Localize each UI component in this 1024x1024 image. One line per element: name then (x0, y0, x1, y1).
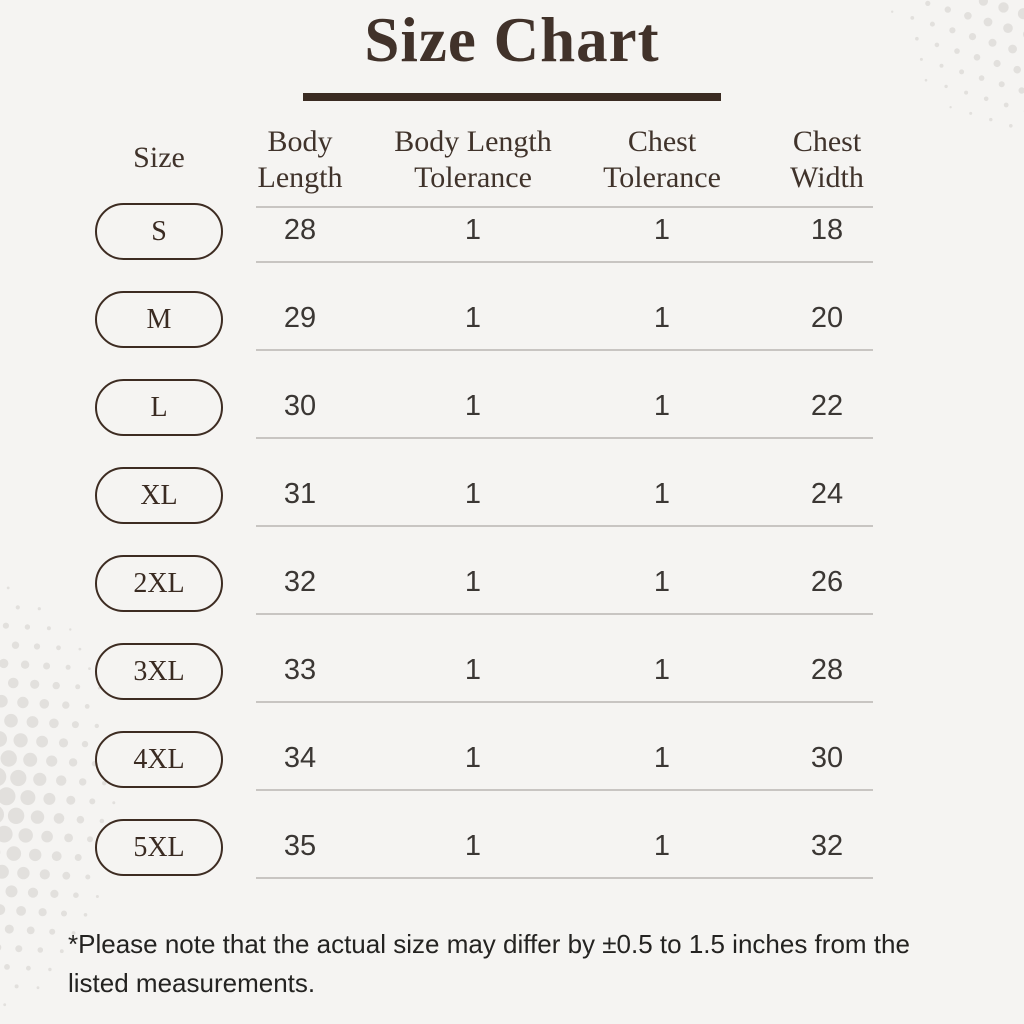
table-header: Size Body Length Body Length Tolerance C… (0, 0, 1024, 208)
table-row: 3XL 33 1 1 28 (0, 615, 1024, 703)
row-rule (256, 525, 873, 527)
table-row: 4XL 34 1 1 30 (0, 703, 1024, 791)
row-rule (256, 789, 873, 791)
row-rule (256, 613, 873, 615)
title-underline (303, 93, 721, 101)
size-pill: S (95, 203, 223, 260)
body-length-value: 31 (283, 478, 317, 510)
row-rule (256, 701, 873, 703)
row-rule (256, 877, 873, 879)
chest-width-value: 32 (810, 830, 844, 862)
chest-tolerance-value: 1 (653, 214, 671, 246)
chest-tolerance-value: 1 (653, 566, 671, 598)
body-length-tolerance-value: 1 (464, 742, 482, 774)
body-length-value: 30 (283, 390, 317, 422)
body-length-tolerance-value: 1 (464, 830, 482, 862)
chest-tolerance-value: 1 (653, 654, 671, 686)
chest-width-value: 28 (810, 654, 844, 686)
table-row: 2XL 32 1 1 26 (0, 527, 1024, 615)
row-rule (256, 349, 873, 351)
size-pill-label: 4XL (133, 743, 185, 775)
table-row: S 28 1 1 18 (0, 203, 1024, 263)
table-body: S 28 1 1 18 M 29 1 1 20 L 30 1 1 22 XL 3… (0, 203, 1024, 879)
size-pill: XL (95, 467, 223, 524)
chest-width-value: 22 (810, 390, 844, 422)
header-rule (256, 206, 873, 208)
size-pill: 4XL (95, 731, 223, 788)
body-length-value: 32 (283, 566, 317, 598)
size-pill-label: S (151, 215, 167, 247)
body-length-tolerance-value: 1 (464, 478, 482, 510)
size-pill-label: L (150, 391, 168, 423)
size-pill: 5XL (95, 819, 223, 876)
table-row: L 30 1 1 22 (0, 351, 1024, 439)
size-pill: L (95, 379, 223, 436)
column-header-chest-width: Chest Width (790, 125, 864, 194)
page-title: Size Chart (364, 5, 660, 75)
size-pill-label: 3XL (133, 655, 185, 687)
size-pill-label: M (146, 303, 172, 335)
table-row: XL 31 1 1 24 (0, 439, 1024, 527)
column-header-size: Size (133, 141, 185, 174)
size-pill: M (95, 291, 223, 348)
column-header-chest-tolerance: Chest Tolerance (603, 125, 721, 194)
chest-width-value: 30 (810, 742, 844, 774)
chest-tolerance-value: 1 (653, 830, 671, 862)
chest-width-value: 26 (810, 566, 844, 598)
table-row: M 29 1 1 20 (0, 263, 1024, 351)
size-pill: 2XL (95, 555, 223, 612)
size-pill-label: XL (140, 479, 178, 511)
size-pill: 3XL (95, 643, 223, 700)
row-rule (256, 437, 873, 439)
body-length-tolerance-value: 1 (464, 566, 482, 598)
body-length-value: 34 (283, 742, 317, 774)
column-header-body-length-tolerance: Body Length Tolerance (394, 125, 552, 194)
size-pill-label: 2XL (133, 567, 185, 599)
body-length-value: 35 (283, 830, 317, 862)
chest-tolerance-value: 1 (653, 390, 671, 422)
row-rule (256, 261, 873, 263)
chest-width-value: 18 (810, 214, 844, 246)
body-length-tolerance-value: 1 (464, 654, 482, 686)
body-length-tolerance-value: 1 (464, 390, 482, 422)
body-length-value: 28 (283, 214, 317, 246)
table-row: 5XL 35 1 1 32 (0, 791, 1024, 879)
body-length-tolerance-value: 1 (464, 214, 482, 246)
body-length-tolerance-value: 1 (464, 302, 482, 334)
chest-tolerance-value: 1 (653, 742, 671, 774)
footer-note: *Please note that the actual size may di… (68, 929, 910, 998)
body-length-value: 33 (283, 654, 317, 686)
chest-tolerance-value: 1 (653, 478, 671, 510)
chest-width-value: 24 (810, 478, 844, 510)
body-length-value: 29 (283, 302, 317, 334)
column-header-body-length: Body Length (257, 125, 343, 194)
chest-tolerance-value: 1 (653, 302, 671, 334)
chest-width-value: 20 (810, 302, 844, 334)
size-pill-label: 5XL (133, 831, 185, 863)
